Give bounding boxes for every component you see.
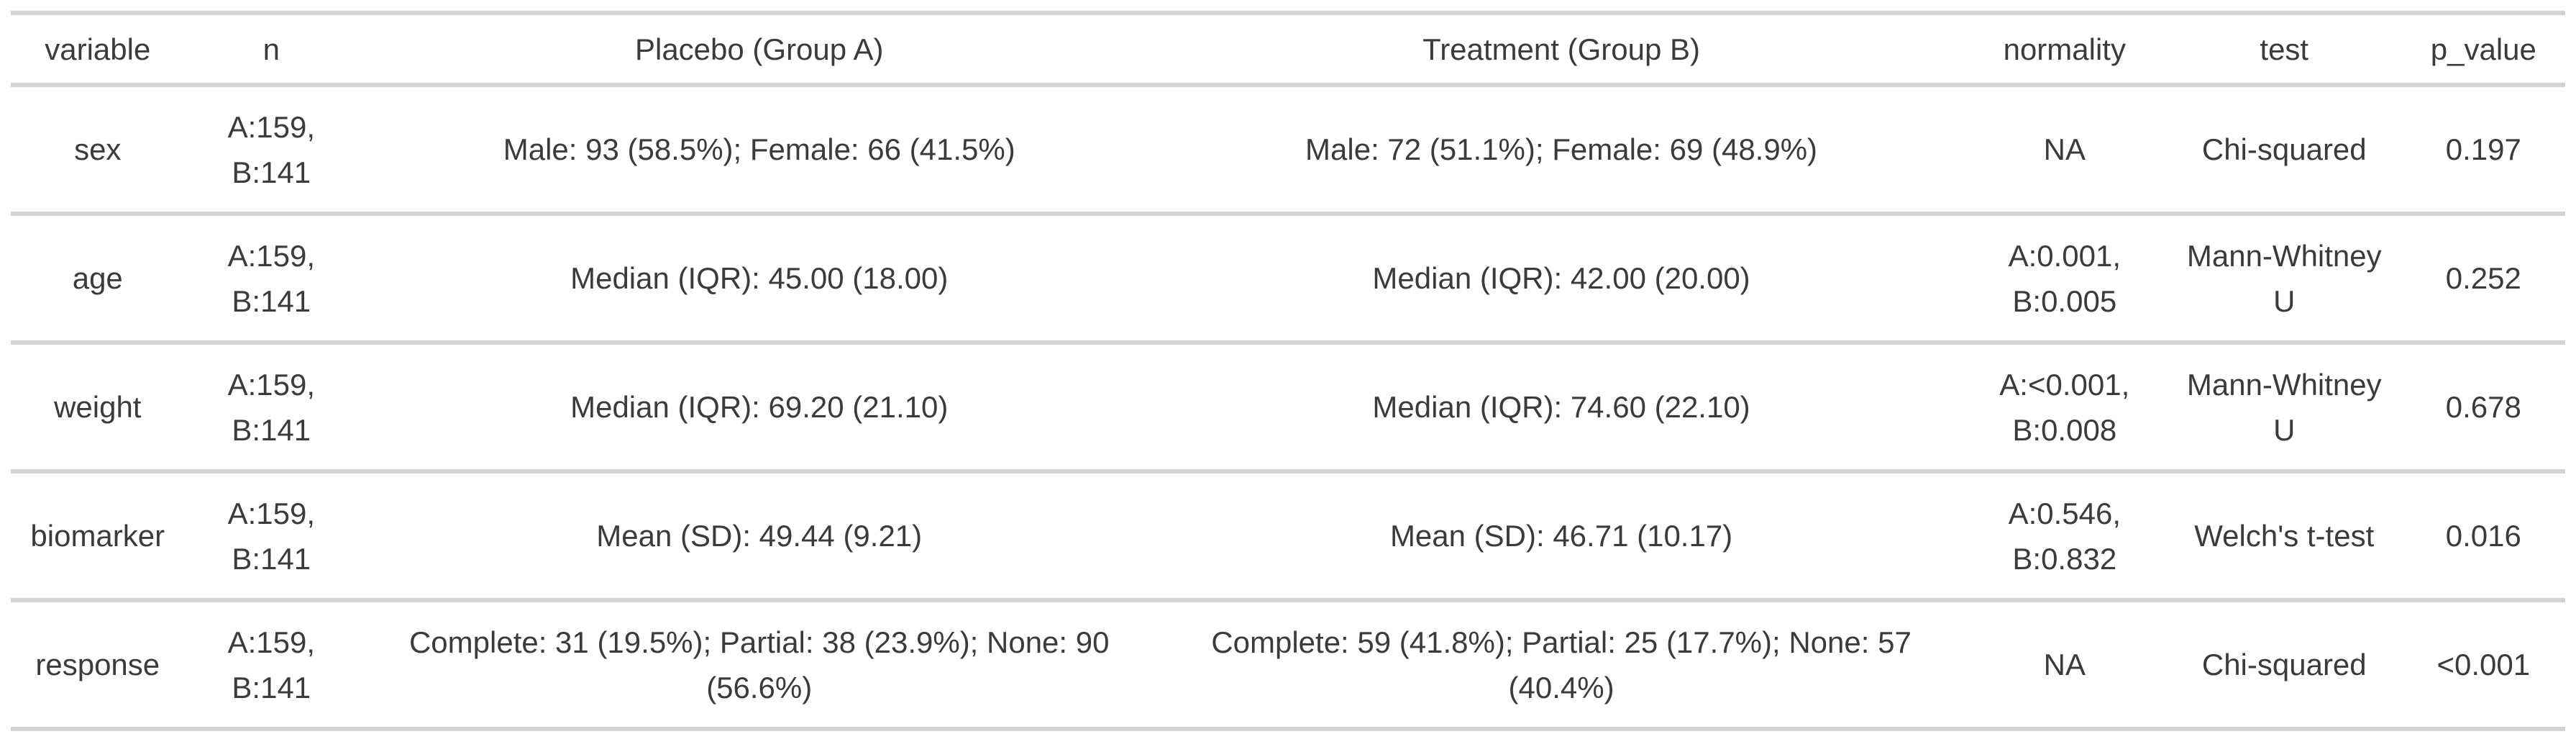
- cell-treatment: Median (IQR): 42.00 (20.00): [1372, 261, 1750, 295]
- table-row: weight A:159, B:141 Median (IQR): 69.20 (2…: [11, 343, 2565, 471]
- cell-placebo: Median (IQR): 69.20 (21.10): [570, 390, 949, 424]
- cell-variable: sex: [74, 132, 122, 166]
- cell-n: A:159, B:141: [227, 367, 316, 447]
- cell-normality: A:<0.001, B:0.008: [1999, 367, 2130, 447]
- cell-test: Chi-squared: [2201, 132, 2367, 166]
- cell-placebo: Mean (SD): 49.44 (9.21): [596, 519, 923, 553]
- cell-test: Chi-squared: [2201, 648, 2367, 681]
- summary-statistics-table: variable n Placebo (Group A) Treatment (…: [11, 11, 2565, 731]
- cell-p_value: <0.001: [2436, 648, 2531, 681]
- cell-placebo: Median (IQR): 45.00 (18.00): [570, 261, 949, 295]
- column-header-placebo: Placebo (Group A): [634, 32, 884, 66]
- cell-n: A:159, B:141: [227, 625, 316, 704]
- cell-n: A:159, B:141: [227, 238, 316, 318]
- table-row: age A:159, B:141 Median (IQR): 45.00 (18.0…: [11, 214, 2565, 343]
- cell-p_value: 0.678: [2445, 390, 2521, 424]
- cell-treatment: Male: 72 (51.1%); Female: 69 (48.9%): [1305, 132, 1818, 166]
- cell-p_value: 0.197: [2445, 132, 2521, 166]
- header-row: variable n Placebo (Group A) Treatment (…: [11, 13, 2565, 85]
- cell-normality: A:0.546, B:0.832: [2008, 496, 2121, 576]
- cell-test: Mann-Whitney U: [2186, 367, 2382, 447]
- cell-variable: weight: [54, 390, 142, 424]
- column-header-variable: variable: [45, 32, 151, 66]
- cell-variable: age: [72, 261, 123, 295]
- table-row: biomarker A:159, B:141 Mean (SD): 49.44 (9…: [11, 471, 2565, 600]
- column-header-normality: normality: [2003, 32, 2126, 66]
- table-row: sex A:159, B:141 Male: 93 (58.5%); Female:…: [11, 85, 2565, 214]
- cell-variable: biomarker: [30, 519, 165, 553]
- cell-variable: response: [35, 648, 160, 681]
- cell-treatment: Mean (SD): 46.71 (10.17): [1389, 519, 1733, 553]
- cell-test: Welch's t-test: [2194, 519, 2375, 553]
- cell-placebo: Complete: 31 (19.5%); Partial: 38 (23.9%…: [408, 625, 1110, 704]
- cell-n: A:159, B:141: [227, 109, 316, 189]
- cell-test: Mann-Whitney U: [2186, 238, 2382, 318]
- cell-normality: NA: [2043, 648, 2086, 681]
- cell-normality: NA: [2043, 132, 2086, 166]
- column-header-p-value: p_value: [2430, 32, 2536, 66]
- cell-p_value: 0.016: [2445, 519, 2521, 553]
- cell-n: A:159, B:141: [227, 496, 316, 576]
- cell-p_value: 0.252: [2445, 261, 2521, 295]
- cell-treatment: Complete: 59 (41.8%); Partial: 25 (17.7%…: [1211, 625, 1912, 704]
- cell-placebo: Male: 93 (58.5%); Female: 66 (41.5%): [503, 132, 1015, 166]
- cell-normality: A:0.001, B:0.005: [2008, 238, 2121, 318]
- column-header-n: n: [262, 32, 280, 66]
- column-header-treatment: Treatment (Group B): [1422, 32, 1700, 66]
- column-header-test: test: [2260, 32, 2309, 66]
- table-row: response A:159, B:141 Complete: 31 (19.5%)…: [11, 600, 2565, 729]
- cell-treatment: Median (IQR): 74.60 (22.10): [1372, 390, 1750, 424]
